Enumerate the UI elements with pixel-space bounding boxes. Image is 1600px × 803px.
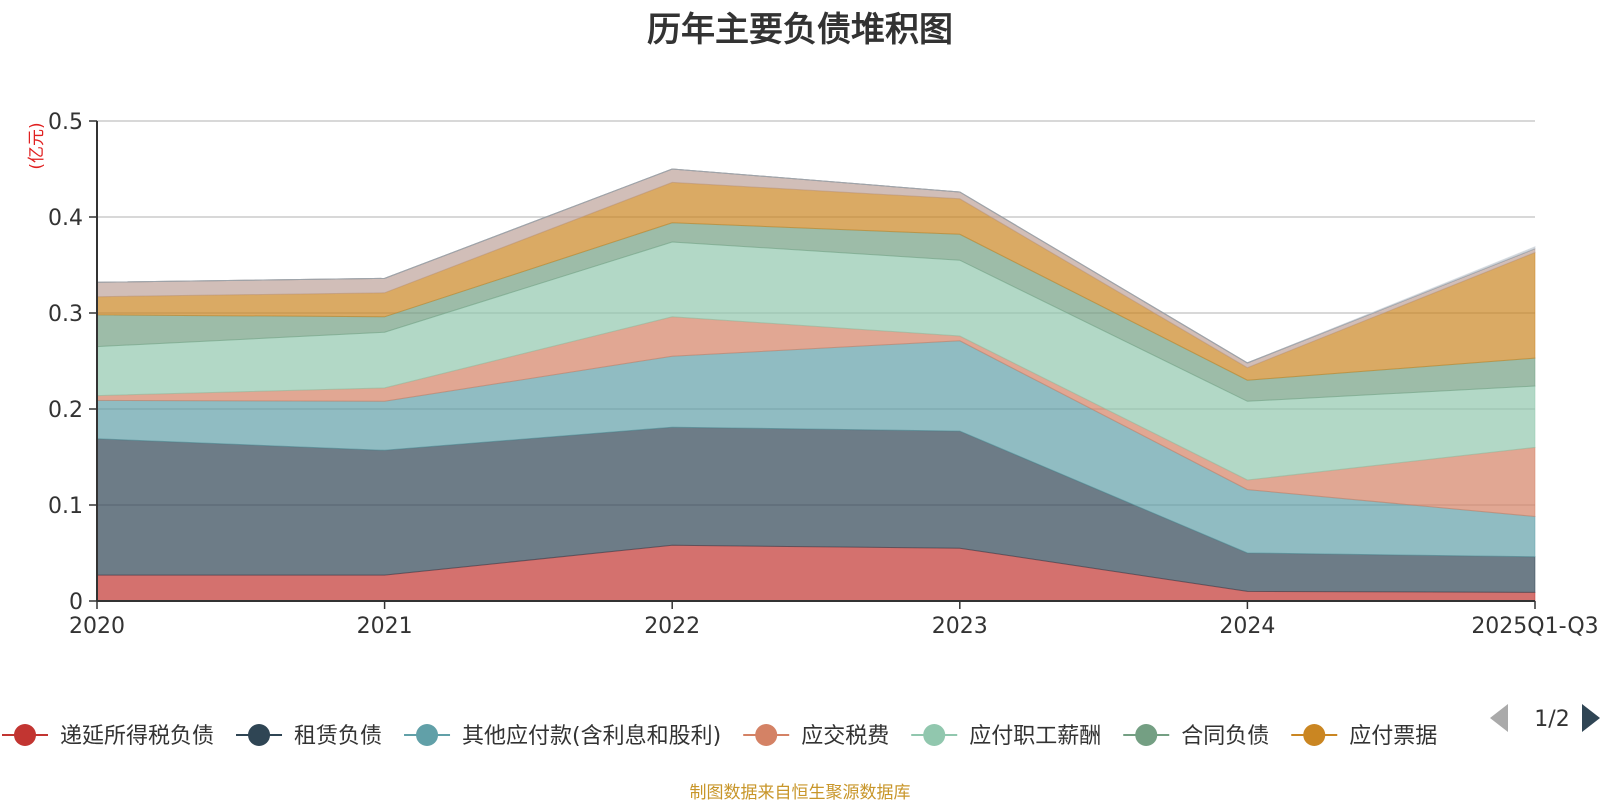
legend-label: 其他应付款(含利息和股利) [462, 724, 721, 749]
legend-marker-icon [755, 724, 778, 746]
y-tick-label: 0.2 [48, 398, 83, 423]
legend-prev-page-icon[interactable] [1490, 704, 1508, 732]
data-source-note: 制图数据来自恒生聚源数据库 [689, 783, 911, 803]
legend-next-page-icon[interactable] [1582, 704, 1600, 732]
y-tick-label: 0.3 [48, 302, 83, 327]
x-tick-label: 2022 [644, 614, 700, 639]
legend-pager: 1/2 [1490, 704, 1600, 732]
legend-label: 合同负债 [1181, 724, 1269, 749]
legend-item-应交税费[interactable]: 应交税费 [743, 724, 889, 749]
y-tick-label: 0.4 [48, 206, 83, 231]
legend-item-租赁负债[interactable]: 租赁负债 [236, 724, 382, 749]
y-tick-label: 0.5 [48, 110, 83, 135]
y-tick-label: 0.1 [48, 494, 83, 519]
legend-marker-icon [1135, 724, 1158, 746]
legend-label: 应付职工薪酬 [969, 724, 1101, 749]
legend-item-其他应付款(含利息和股利)[interactable]: 其他应付款(含利息和股利) [404, 724, 721, 749]
y-tick-label: 0 [69, 590, 83, 615]
legend-page-indicator: 1/2 [1534, 707, 1569, 732]
legend-marker-icon [1303, 724, 1326, 746]
legend-item-应付职工薪酬[interactable]: 应付职工薪酬 [911, 724, 1101, 749]
x-tick-label: 2021 [357, 614, 413, 639]
legend-label: 应付票据 [1349, 724, 1437, 749]
legend-marker-icon [248, 724, 271, 746]
chart-title: 历年主要负债堆积图 [647, 10, 953, 50]
x-tick-label: 2020 [69, 614, 125, 639]
legend-label: 递延所得税负债 [60, 724, 214, 749]
x-tick-label: 2023 [932, 614, 988, 639]
legend-item-应付票据[interactable]: 应付票据 [1291, 724, 1437, 749]
legend-marker-icon [416, 724, 439, 746]
stacked-areas [96, 168, 1536, 602]
axes: 0 0.1 0.2 0.3 0.4 0.5 2020 2021 2022 2023 2024 2025… [48, 110, 1599, 639]
x-tick-label: 2024 [1219, 614, 1275, 639]
legend-marker-icon [14, 724, 36, 746]
area-series-其他4[interactable] [96, 168, 1536, 364]
legend-marker-icon [923, 724, 946, 746]
legend: 递延所得税负债 租赁负债 其他应付款(含利息和股利) 应交税费 应付职工薪酬 合同负债 应付… [2, 724, 1437, 749]
legend-item-递延所得税负债[interactable]: 递延所得税负债 [2, 724, 214, 749]
legend-label: 租赁负债 [294, 724, 382, 749]
legend-item-合同负债[interactable]: 合同负债 [1123, 724, 1269, 749]
y-axis-unit-label: (亿元) [27, 122, 47, 169]
legend-label: 应交税费 [801, 724, 889, 749]
x-tick-label: 2025Q1-Q3 [1471, 614, 1598, 639]
